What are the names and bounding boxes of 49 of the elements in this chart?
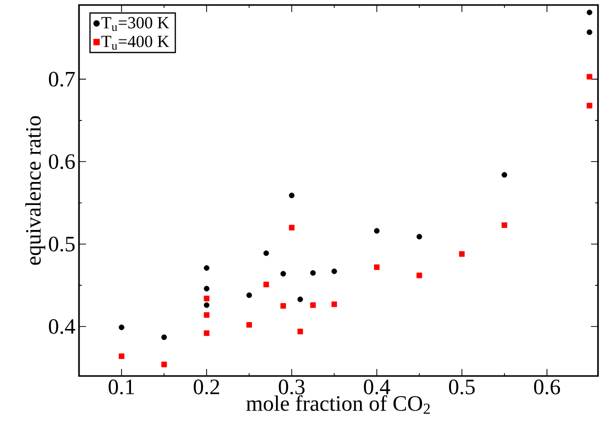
point — [416, 234, 422, 240]
x-tick-label: 0.4 — [364, 380, 390, 394]
legend-label: T$_{u}$=400 K — [101, 36, 170, 50]
point — [204, 265, 210, 271]
y-tick-label: 0.4 — [48, 319, 76, 334]
x-tick-label: 0.5 — [449, 380, 475, 394]
point — [374, 228, 380, 234]
x-tick-label: 0.6 — [534, 380, 560, 394]
x-axis-title: mole fraction of CO$_{2}$ — [246, 395, 430, 414]
point — [204, 302, 210, 308]
y-tick-label: 0.5 — [48, 236, 75, 252]
x-tick-label: 0.2 — [194, 380, 220, 394]
point — [118, 353, 124, 360]
point — [502, 172, 508, 178]
y-tick-label: 0.7 — [48, 72, 75, 87]
point — [288, 224, 294, 230]
point — [459, 251, 465, 257]
point — [310, 270, 316, 276]
point — [161, 334, 167, 340]
point — [331, 268, 338, 274]
point — [204, 330, 210, 336]
point — [586, 10, 592, 16]
point — [246, 292, 252, 298]
x-tick-label: 0.3 — [278, 380, 305, 394]
point — [586, 74, 592, 80]
point — [288, 192, 294, 198]
point — [502, 222, 508, 228]
point — [263, 250, 269, 256]
point — [586, 29, 592, 35]
point — [161, 362, 167, 368]
point — [204, 312, 210, 318]
point — [374, 264, 380, 270]
point — [310, 302, 316, 308]
point — [204, 296, 210, 302]
x-tick-label: 0.1 — [108, 380, 134, 394]
point — [280, 303, 286, 309]
point — [204, 286, 210, 292]
point — [586, 102, 592, 108]
point — [263, 282, 269, 288]
point — [331, 301, 338, 308]
point — [246, 322, 252, 328]
point — [280, 270, 286, 277]
y-tick-label: 0.6 — [48, 154, 75, 170]
point — [416, 272, 422, 278]
point — [297, 296, 304, 302]
point — [118, 324, 124, 330]
point — [297, 328, 304, 334]
legend-label: T$_{u}$=300 K — [101, 17, 170, 31]
y-axis-title: equivalence ratio — [25, 116, 46, 265]
